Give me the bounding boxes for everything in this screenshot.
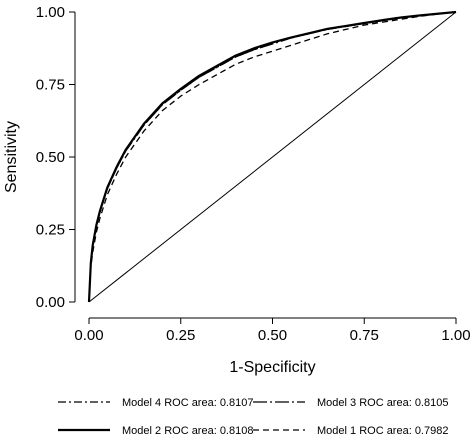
x-tick-label: 0.25: [166, 327, 195, 344]
legend-label: Model 4 ROC area: 0.8107: [122, 397, 253, 409]
x-tick-label: 0.75: [350, 327, 379, 344]
y-axis-title: Sensitivity: [3, 121, 20, 193]
legend: Model 4 ROC area: 0.8107 Model 3 ROC area…: [58, 397, 448, 437]
x-tick-label: 0.50: [258, 327, 287, 344]
legend-label: Model 3 ROC area: 0.8105: [317, 397, 448, 409]
x-axis-title: 1-Specificity: [229, 359, 315, 376]
y-tick-label: 0.25: [36, 222, 65, 239]
legend-label: Model 1 ROC area: 0.7982: [317, 425, 448, 437]
y-tick-label: 1.00: [36, 4, 65, 21]
legend-label: Model 2 ROC area: 0.8108: [122, 425, 253, 437]
y-tick-label: 0.75: [36, 77, 65, 94]
reference-line: [88, 11, 457, 303]
y-tick-label: 0.50: [36, 149, 65, 166]
plot-area: [87, 10, 457, 303]
x-tick-label: 1.00: [441, 327, 470, 344]
y-tick-label: 0.00: [36, 294, 65, 311]
roc-curve-series-3: [87, 10, 457, 303]
axes: 0.00 0.25 0.50 0.75 1.00 0.00 0.25 0.50 0.75 1.00: [36, 4, 471, 344]
x-tick-label: 0.00: [74, 327, 103, 344]
